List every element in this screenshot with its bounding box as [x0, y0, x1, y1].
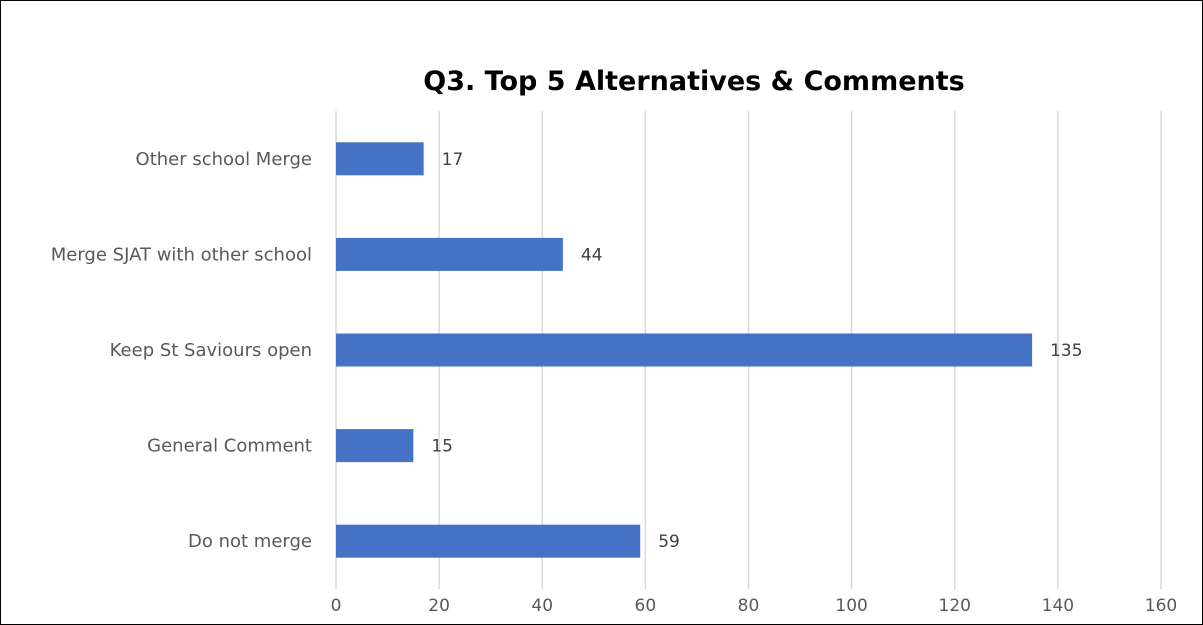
bar	[336, 142, 424, 176]
x-tick-label: 0	[331, 596, 342, 616]
data-label: 59	[658, 532, 680, 552]
data-label: 135	[1050, 341, 1082, 361]
category-label: Other school Merge	[136, 149, 312, 170]
chart-title: Q3. Top 5 Alternatives & Comments	[423, 66, 964, 97]
x-tick-label: 100	[835, 596, 867, 616]
category-label: Merge SJAT with other school	[51, 244, 312, 265]
data-label: 17	[442, 150, 464, 170]
category-label: Keep St Saviours open	[110, 340, 312, 361]
x-tick-label: 160	[1145, 596, 1177, 616]
x-tick-label: 20	[428, 596, 450, 616]
bar	[336, 429, 414, 463]
labels: 0 20 40 60 80 100 120 140 160 Other school Merge 1…	[51, 149, 1177, 616]
bar	[336, 524, 641, 558]
x-tick-label: 60	[635, 596, 657, 616]
category-label: General Comment	[147, 436, 312, 457]
x-tick-label: 120	[939, 596, 971, 616]
bar	[336, 333, 1033, 367]
data-label: 15	[431, 437, 453, 457]
data-label: 44	[581, 245, 603, 265]
bar	[336, 237, 563, 271]
x-tick-label: 40	[531, 596, 553, 616]
x-tick-label: 140	[1042, 596, 1074, 616]
x-tick-label: 80	[738, 596, 760, 616]
category-label: Do not merge	[188, 531, 312, 552]
bars	[336, 142, 1033, 558]
